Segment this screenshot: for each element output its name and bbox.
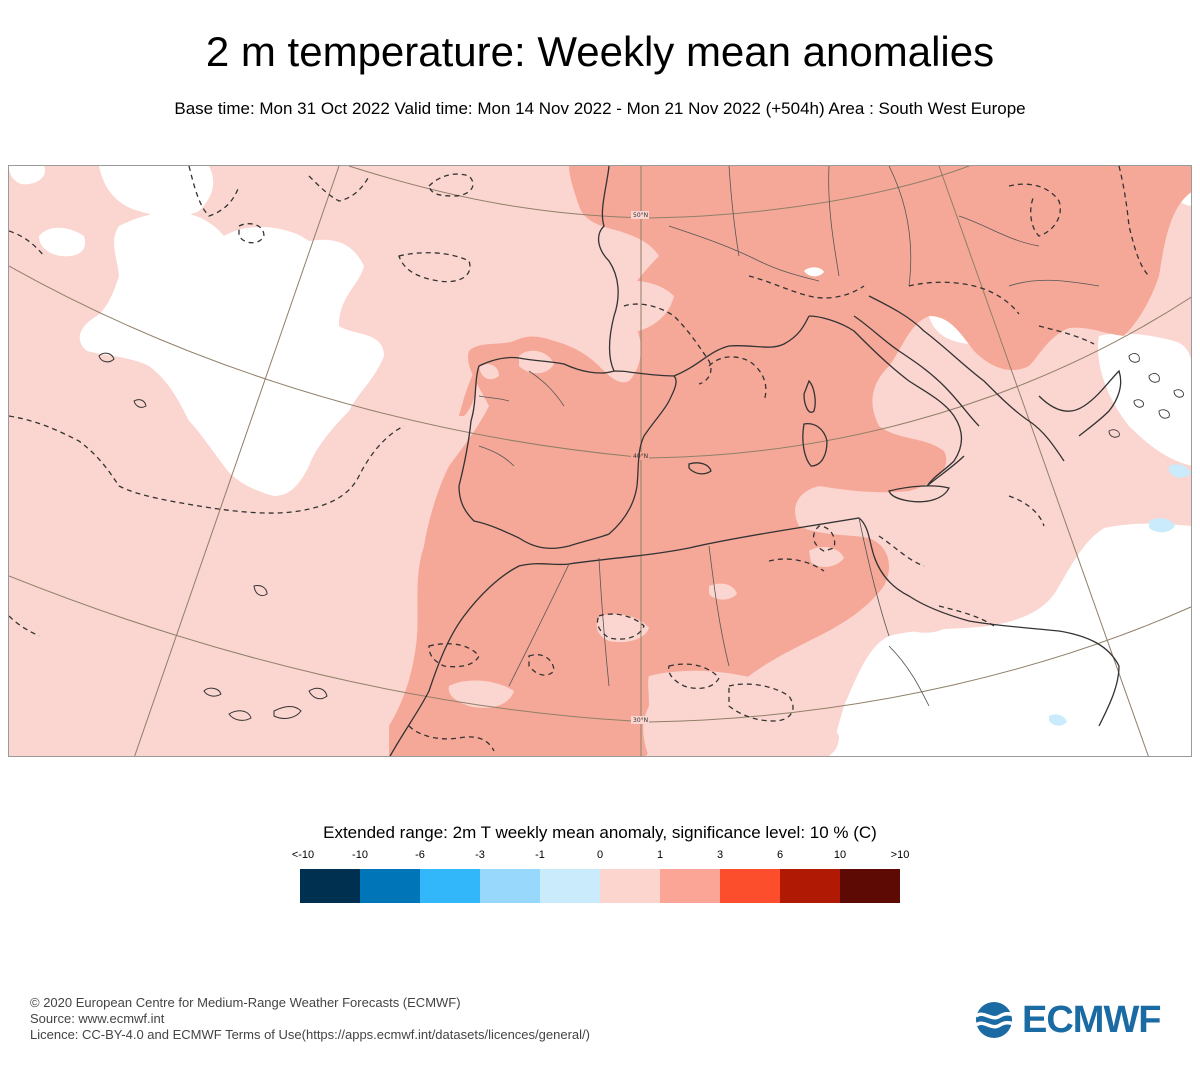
aegean-islands (1108, 353, 1184, 438)
legend-tick: <-10 (291, 849, 315, 861)
map-canvas: 50°N 40°N 30°N (9, 166, 1191, 756)
licence-text: Licence: CC-BY-4.0 and ECMWF Terms of Us… (30, 1027, 590, 1042)
legend-swatch-2 (420, 869, 480, 903)
parallel-labels: 50°N 40°N 30°N (631, 211, 649, 724)
legend-tick: -1 (535, 849, 545, 861)
anomaly-field-1-3 (389, 166, 1191, 756)
country-borders (478, 166, 1100, 707)
anomaly-field-neg-1-0 (1049, 464, 1191, 726)
legend-tick: 1 (656, 849, 664, 861)
legend-swatch-5 (600, 869, 660, 903)
legend-tick: -3 (475, 849, 485, 861)
anomaly-field-0-1-patches (448, 280, 949, 756)
parallel-label-30n: 30°N (633, 717, 648, 724)
legend-tick: -6 (415, 849, 425, 861)
islands (98, 352, 328, 721)
legend-tick: 10 (833, 849, 847, 861)
legend-swatch-6 (660, 869, 720, 903)
ecmwf-logo-icon (974, 1002, 1017, 1038)
legend-swatch-3 (480, 869, 540, 903)
legend-swatch-8 (780, 869, 840, 903)
parallel-label-40n: 40°N (633, 453, 648, 460)
footer-credits: © 2020 European Centre for Medium-Range … (30, 995, 590, 1043)
legend-title: Extended range: 2m T weekly mean anomaly… (323, 823, 877, 842)
coastlines (389, 166, 1122, 756)
legend-tick: 0 (596, 849, 604, 861)
legend-swatch-7 (720, 869, 780, 903)
anomaly-map[interactable]: 50°N 40°N 30°N (8, 165, 1192, 757)
legend-tick: 6 (776, 849, 784, 861)
legend-swatch-1 (360, 869, 420, 903)
significance-contours (9, 166, 1150, 752)
ecmwf-logo: ECMWF (970, 996, 1170, 1044)
page-subtitle: Base time: Mon 31 Oct 2022 Valid time: M… (174, 99, 1026, 118)
source-text: Source: www.ecmwf.int (30, 1011, 165, 1026)
graticule (9, 166, 1191, 756)
legend-swatch-4 (540, 869, 600, 903)
legend-tick-labels: <-10 -10 -6 -3 -1 0 1 3 6 10 >10 (270, 849, 930, 865)
legend-swatch-0 (300, 869, 360, 903)
legend-tick: 3 (716, 849, 724, 861)
legend-tick: -10 (352, 849, 368, 861)
ecmwf-logo-text: ECMWF (1022, 999, 1162, 1041)
parallel-label-50n: 50°N (633, 212, 648, 219)
legend-colorbar (300, 869, 900, 903)
legend-tick: >10 (890, 849, 910, 861)
page-title: 2 m temperature: Weekly mean anomalies (205, 28, 995, 75)
legend-swatch-9 (840, 869, 900, 903)
copyright-text: © 2020 European Centre for Medium-Range … (30, 995, 461, 1010)
